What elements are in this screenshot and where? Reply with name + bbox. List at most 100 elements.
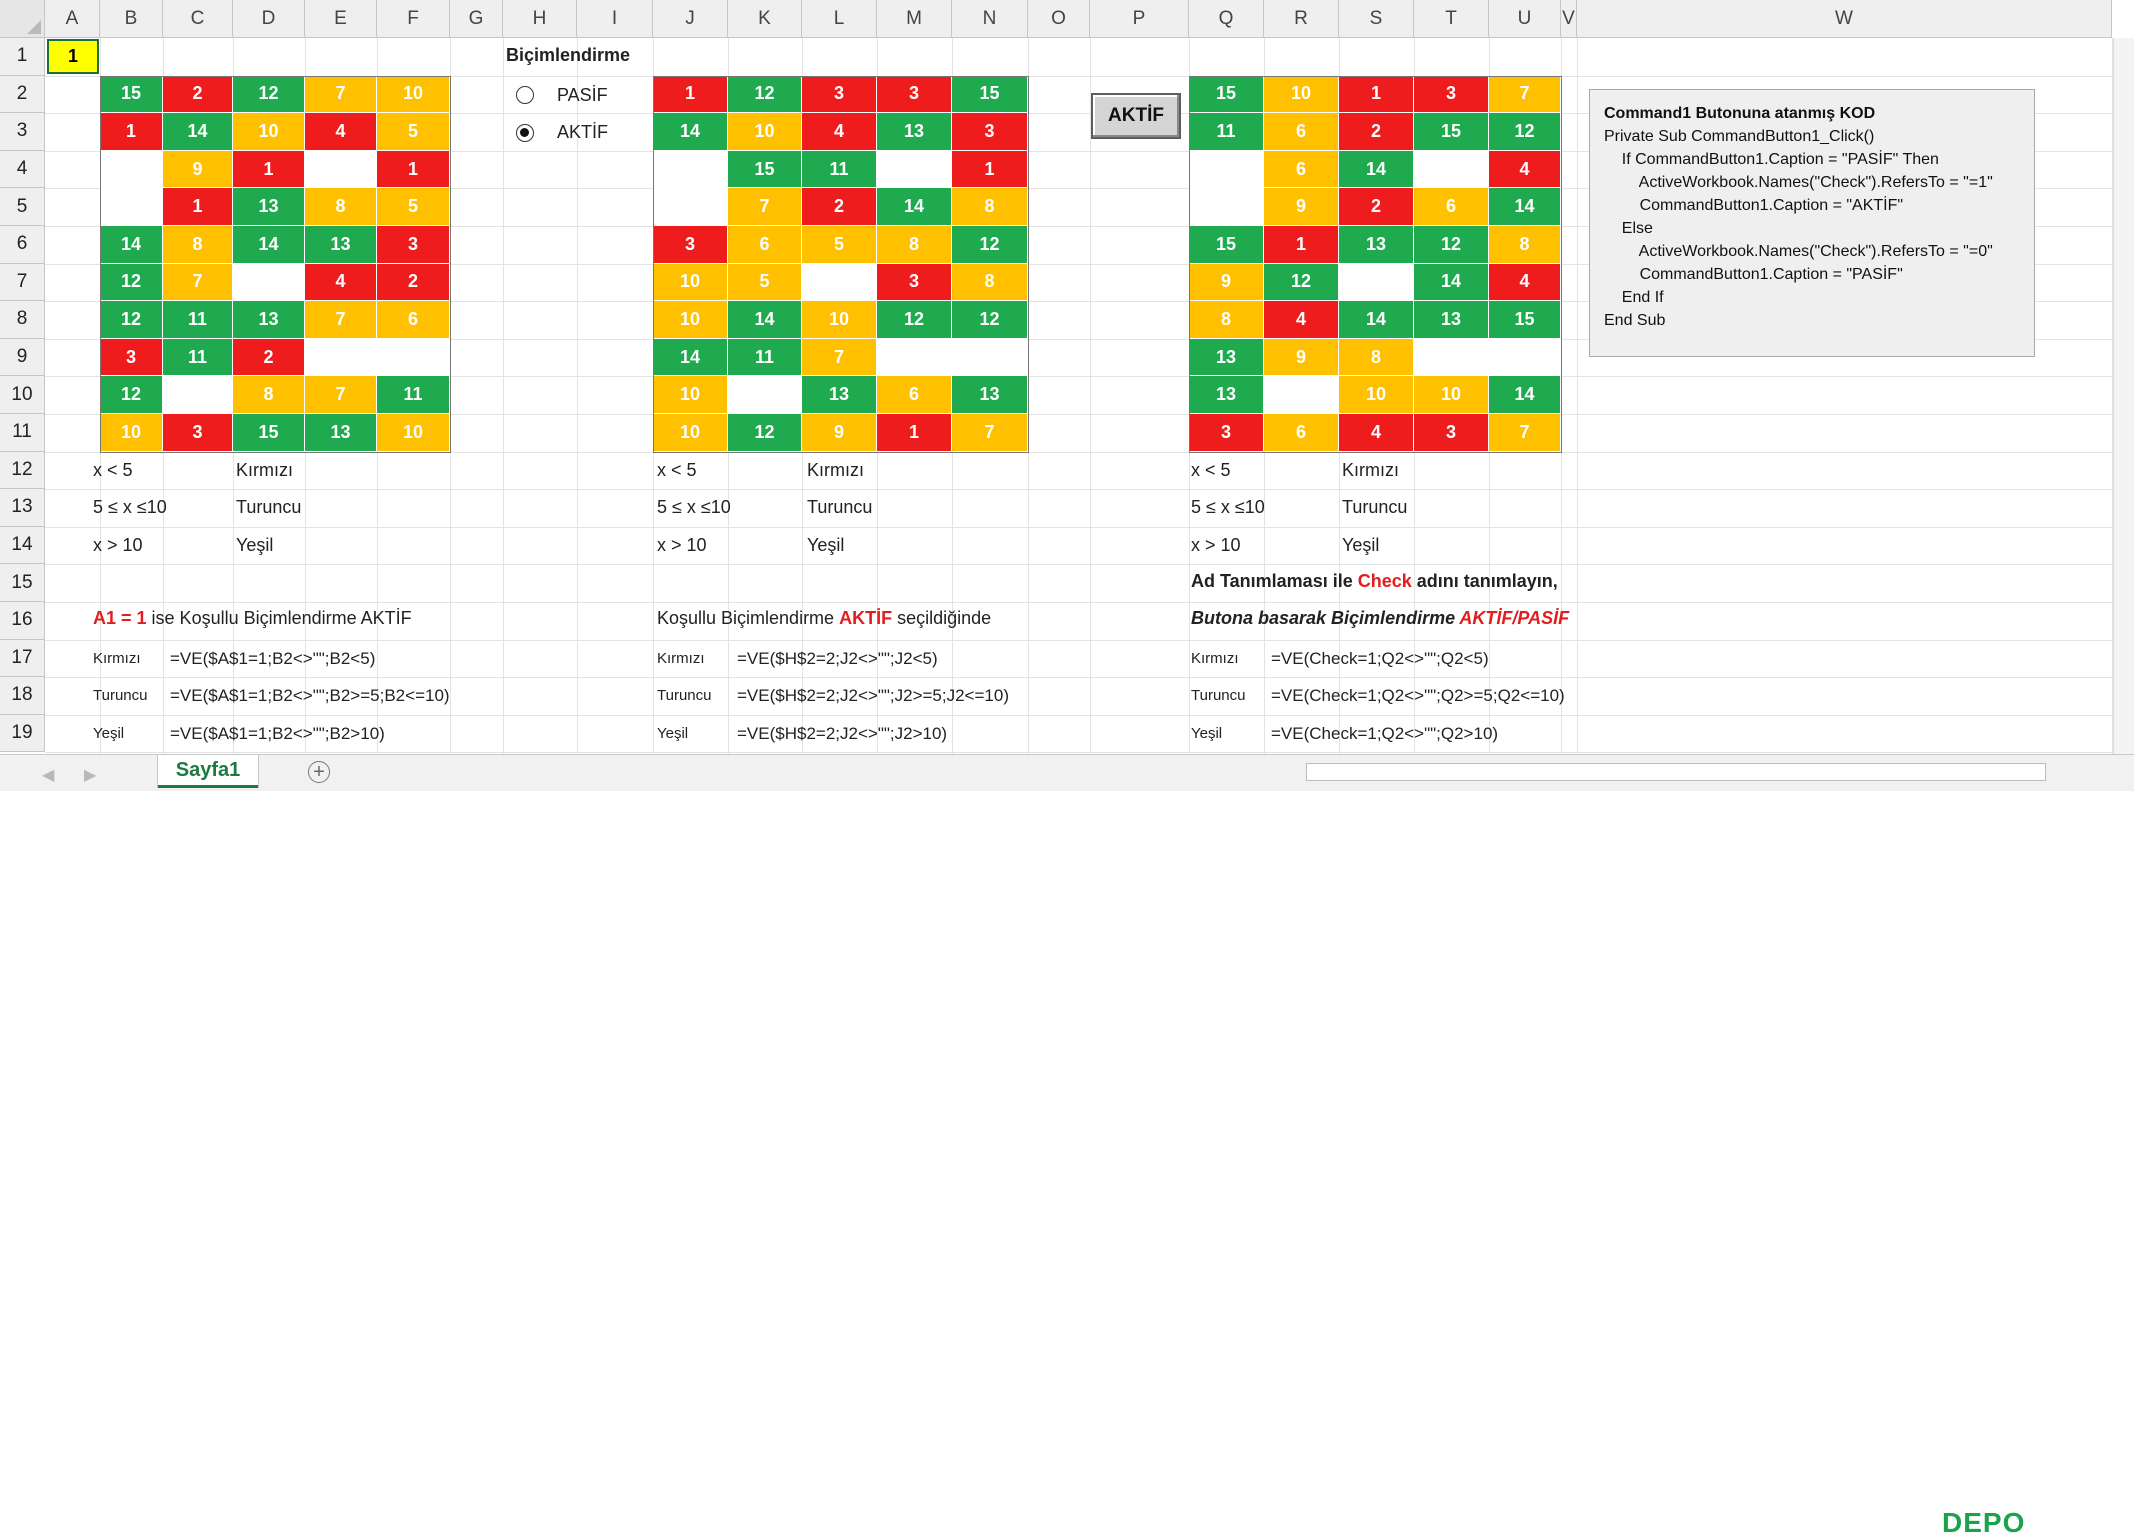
grid-cell[interactable]: 4 <box>1339 414 1414 452</box>
grid-cell[interactable] <box>877 150 952 189</box>
column-header[interactable]: F <box>377 0 450 38</box>
grid-cell[interactable]: 2 <box>377 263 450 302</box>
grid-cell[interactable]: 12 <box>952 301 1028 339</box>
row-header[interactable]: 15 <box>0 564 45 602</box>
grid-cell[interactable]: 10 <box>100 414 163 452</box>
grid-cell[interactable]: 9 <box>1264 338 1339 377</box>
column-header[interactable]: K <box>728 0 802 38</box>
grid-cell[interactable]: 12 <box>1414 226 1489 264</box>
grid-cell[interactable]: 10 <box>802 301 877 339</box>
grid-cell[interactable]: 15 <box>233 414 305 452</box>
grid-cell[interactable]: 11 <box>163 301 233 339</box>
grid-cell[interactable]: 1 <box>952 150 1028 189</box>
grid-cell[interactable]: 5 <box>728 263 802 302</box>
grid-cell[interactable]: 8 <box>233 376 305 414</box>
grid-cell[interactable]: 14 <box>1489 376 1561 414</box>
grid-cell[interactable]: 15 <box>100 75 163 114</box>
grid-cell[interactable]: 2 <box>1339 188 1414 226</box>
grid-cell[interactable]: 14 <box>233 226 305 264</box>
grid-cell[interactable] <box>305 338 377 377</box>
row-header[interactable]: 6 <box>0 226 45 264</box>
grid-cell[interactable]: 1 <box>653 75 728 114</box>
row-header[interactable]: 5 <box>0 188 45 226</box>
grid-cell[interactable]: 3 <box>802 75 877 114</box>
cell-a1[interactable]: 1 <box>47 39 99 74</box>
grid-cell[interactable]: 3 <box>952 113 1028 151</box>
grid-cell[interactable]: 12 <box>1489 113 1561 151</box>
row-header[interactable]: 7 <box>0 263 45 302</box>
grid-cell[interactable] <box>728 376 802 414</box>
column-header[interactable]: J <box>653 0 728 38</box>
column-header[interactable]: C <box>163 0 233 38</box>
grid-cell[interactable] <box>233 263 305 302</box>
grid-cell[interactable]: 10 <box>377 414 450 452</box>
column-header[interactable]: I <box>577 0 653 38</box>
row-header[interactable]: 14 <box>0 526 45 565</box>
grid-cell[interactable]: 13 <box>1189 338 1264 377</box>
column-header[interactable]: H <box>503 0 577 38</box>
grid-cell[interactable]: 13 <box>952 376 1028 414</box>
grid-cell[interactable]: 4 <box>802 113 877 151</box>
grid-cell[interactable]: 14 <box>100 226 163 264</box>
select-all-corner[interactable] <box>0 0 45 38</box>
grid-cell[interactable]: 10 <box>653 414 728 452</box>
grid-cell[interactable]: 14 <box>1339 150 1414 189</box>
column-header[interactable]: N <box>952 0 1028 38</box>
grid-cell[interactable] <box>802 263 877 302</box>
grid-cell[interactable] <box>163 376 233 414</box>
grid-cell[interactable]: 6 <box>728 226 802 264</box>
grid-cell[interactable]: 13 <box>1414 301 1489 339</box>
grid-cell[interactable]: 10 <box>233 113 305 151</box>
grid-cell[interactable]: 15 <box>1414 113 1489 151</box>
grid-cell[interactable]: 9 <box>1189 263 1264 302</box>
grid-cell[interactable]: 6 <box>1264 414 1339 452</box>
grid-cell[interactable]: 14 <box>728 301 802 339</box>
grid-cell[interactable]: 2 <box>802 188 877 226</box>
grid-cell[interactable] <box>100 188 163 226</box>
grid-cell[interactable]: 8 <box>163 226 233 264</box>
grid-cell[interactable]: 3 <box>163 414 233 452</box>
grid-cell[interactable]: 13 <box>1189 376 1264 414</box>
grid-cell[interactable]: 13 <box>1339 226 1414 264</box>
grid-cell[interactable]: 15 <box>1189 226 1264 264</box>
row-header[interactable]: 13 <box>0 489 45 527</box>
grid-cell[interactable]: 8 <box>877 226 952 264</box>
row-header[interactable]: 2 <box>0 75 45 114</box>
grid-cell[interactable]: 8 <box>1339 338 1414 377</box>
column-header[interactable]: S <box>1339 0 1414 38</box>
grid-cell[interactable]: 12 <box>952 226 1028 264</box>
grid-cell[interactable]: 14 <box>877 188 952 226</box>
grid-cell[interactable]: 9 <box>163 150 233 189</box>
row-header[interactable]: 17 <box>0 639 45 678</box>
grid-cell[interactable]: 1 <box>1339 75 1414 114</box>
column-header[interactable]: Q <box>1189 0 1264 38</box>
grid-cell[interactable] <box>305 150 377 189</box>
grid-cell[interactable]: 6 <box>1264 150 1339 189</box>
grid-cell[interactable] <box>877 338 952 377</box>
grid-cell[interactable]: 11 <box>1189 113 1264 151</box>
column-header[interactable]: L <box>802 0 877 38</box>
row-header[interactable]: 16 <box>0 602 45 640</box>
grid-cell[interactable]: 1 <box>1264 226 1339 264</box>
next-sheet-icon[interactable]: ▶ <box>84 767 97 784</box>
grid-cell[interactable]: 4 <box>1489 150 1561 189</box>
grid-cell[interactable]: 3 <box>377 226 450 264</box>
grid-cell[interactable]: 1 <box>377 150 450 189</box>
grid-cell[interactable]: 11 <box>728 338 802 377</box>
grid-cell[interactable]: 11 <box>163 338 233 377</box>
grid-cell[interactable]: 11 <box>802 150 877 189</box>
vba-code-box[interactable]: Command1 Butonuna atanmış KOD Private Su… <box>1589 89 2035 357</box>
grid-cell[interactable]: 4 <box>305 113 377 151</box>
row-header[interactable]: 12 <box>0 451 45 490</box>
grid-cell[interactable]: 3 <box>653 226 728 264</box>
grid-cell[interactable]: 3 <box>1189 414 1264 452</box>
column-header[interactable]: D <box>233 0 305 38</box>
grid-cell[interactable]: 13 <box>305 414 377 452</box>
grid-cell[interactable]: 10 <box>377 75 450 114</box>
row-header[interactable]: 8 <box>0 301 45 339</box>
column-header[interactable]: G <box>450 0 503 38</box>
sheet-tab-sayfa1[interactable]: Sayfa1 <box>158 755 258 788</box>
grid-cell[interactable]: 7 <box>728 188 802 226</box>
grid-cell[interactable] <box>653 150 728 189</box>
grid-cell[interactable] <box>653 188 728 226</box>
